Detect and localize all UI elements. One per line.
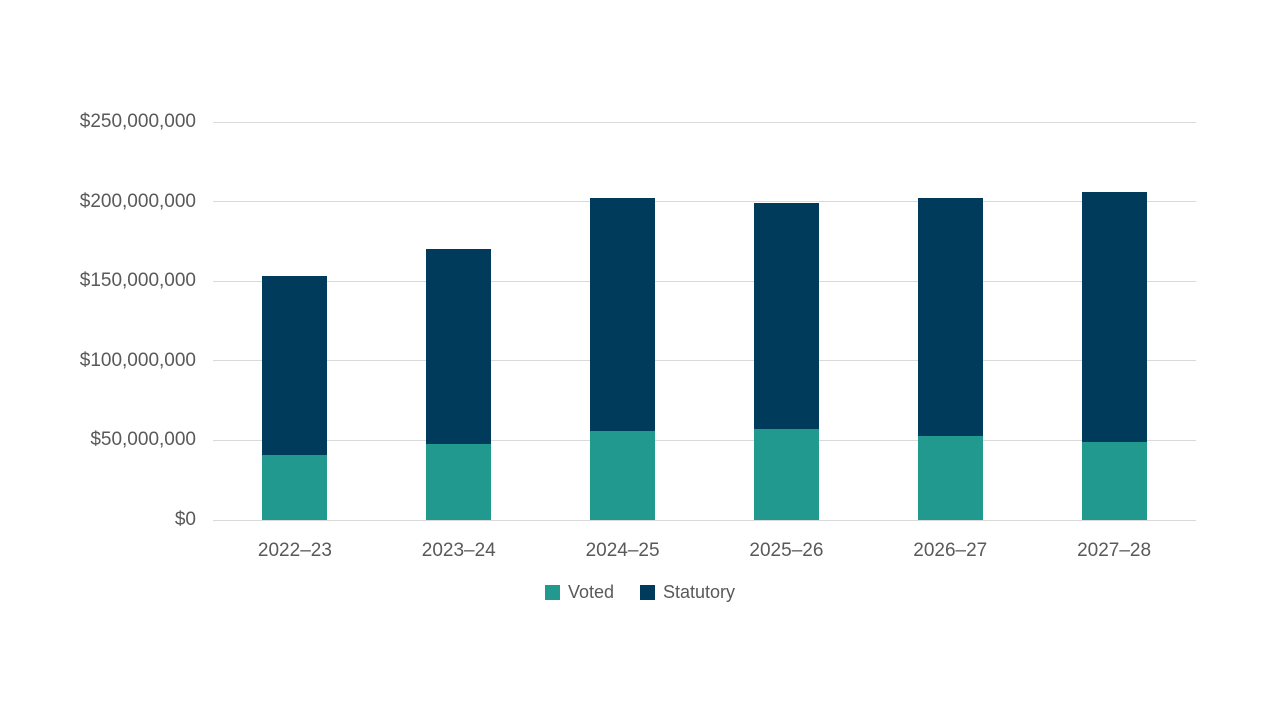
x-axis-tick-2024-25: 2024–25 (585, 540, 660, 561)
x-axis-tick-2026-27: 2026–27 (913, 540, 988, 561)
gridline--150-000-000 (213, 280, 1196, 282)
bar-segment-voted-2026-27 (917, 435, 983, 520)
bar-segment-voted-2024-25 (590, 430, 656, 520)
legend-item-statutory: Statutory (640, 581, 735, 603)
gridline--0 (213, 519, 1196, 521)
y-axis-tick--250-000-000: $250,000,000 (79, 111, 196, 132)
legend-item-voted: Voted (544, 581, 614, 603)
y-axis-tick--100-000-000: $100,000,000 (79, 349, 196, 371)
x-axis-tick-2022-23: 2022–23 (257, 540, 332, 561)
legend: Voted Statutory (0, 581, 1280, 603)
x-axis-tick-2023-24: 2023–24 (421, 540, 496, 561)
legend-label-statutory: Statutory (663, 582, 736, 602)
gridline--250-000-000 (213, 121, 1196, 123)
bar-segment-statutory-2023-24 (426, 249, 492, 444)
gridline--50-000-000 (213, 439, 1196, 441)
bar-segment-voted-2023-24 (426, 443, 492, 520)
legend-swatch-icon-voted (544, 584, 560, 600)
y-axis-tick--150-000-000: $150,000,000 (79, 270, 196, 292)
gridline--200-000-000 (213, 201, 1196, 203)
y-axis-tick--0: $0 (174, 509, 196, 530)
x-axis-tick-2025-26: 2025–26 (749, 540, 824, 561)
bar-segment-voted-2027-28 (1081, 441, 1147, 520)
bar-segment-statutory-2025-26 (753, 203, 819, 430)
y-axis-tick--200-000-000: $200,000,000 (79, 190, 196, 212)
gridline--100-000-000 (213, 360, 1196, 362)
y-axis-tick--50-000-000: $50,000,000 (90, 429, 196, 451)
bar-segment-statutory-2026-27 (917, 198, 983, 436)
bar-segment-voted-2022-23 (262, 454, 328, 520)
bar-segment-voted-2025-26 (753, 429, 819, 520)
bar-segment-statutory-2022-23 (262, 276, 328, 455)
x-axis-tick-2027-28: 2027–28 (1077, 540, 1152, 561)
bar-segment-statutory-2024-25 (590, 198, 656, 431)
legend-label-voted: Voted (567, 582, 614, 602)
bar-segment-statutory-2027-28 (1081, 192, 1147, 442)
legend-swatch-icon-statutory (640, 584, 655, 600)
